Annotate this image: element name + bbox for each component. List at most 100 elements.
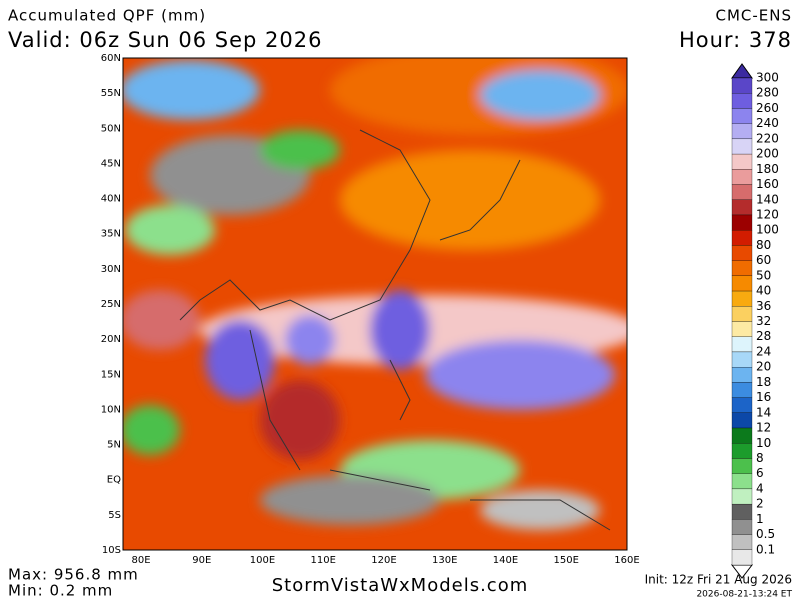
lon-label: 140E: [493, 555, 518, 566]
colorbar-label: 16: [756, 390, 771, 404]
colorbar-swatch: [731, 458, 753, 474]
colorbar-swatch: [731, 123, 753, 140]
colorbar-swatch: [731, 534, 753, 550]
colorbar-swatch: [731, 321, 753, 337]
lon-label: 150E: [554, 555, 579, 566]
colorbar-swatch: [731, 169, 753, 185]
max-value: Max: 956.8 mm: [8, 566, 139, 584]
lat-label: 10N: [101, 404, 121, 415]
colorbar-swatch: [731, 412, 753, 429]
lon-label: 130E: [432, 555, 457, 566]
colorbar-swatch: [731, 427, 753, 444]
lat-label: EQ: [107, 475, 121, 486]
colorbar-label: 6: [756, 466, 764, 480]
colorbar-swatch: [731, 153, 753, 170]
lat-label: 45N: [101, 158, 121, 169]
colorbar-swatch: [731, 306, 753, 322]
colorbar-swatch: [731, 138, 753, 155]
colorbar-swatch: [731, 230, 753, 246]
colorbar-swatch: [731, 443, 753, 459]
colorbar-label: 14: [756, 405, 771, 419]
colorbar-swatch: [731, 245, 753, 261]
colorbar-swatch: [731, 382, 753, 398]
colorbar-label: 200: [756, 147, 779, 161]
colorbar-label: 120: [756, 207, 779, 221]
colorbar-label: 220: [756, 131, 779, 145]
colorbar-label: 260: [756, 101, 779, 115]
colorbar-swatch: [731, 214, 753, 231]
colorbar-swatch: [731, 367, 753, 383]
colorbar-swatch: [731, 503, 753, 520]
map-frame: [122, 57, 628, 551]
colorbar-swatch: [731, 336, 753, 353]
colorbar-label: 40: [756, 284, 771, 298]
valid-time: Valid: 06z Sun 06 Sep 2026: [8, 28, 323, 52]
lon-label: 90E: [192, 555, 211, 566]
colorbar-swatch: [731, 77, 753, 94]
colorbar-swatch: [731, 93, 753, 109]
colorbar-swatch: [731, 488, 753, 505]
colorbar-swatch: [731, 519, 753, 535]
colorbar-label: 36: [756, 299, 771, 313]
colorbar-label: 0.5: [756, 527, 775, 541]
colorbar-swatch: [731, 108, 753, 124]
colorbar-label: 80: [756, 238, 771, 252]
colorbar-label: 28: [756, 329, 771, 343]
colorbar-label: 0.1: [756, 542, 775, 556]
colorbar-label: 180: [756, 162, 779, 176]
colorbar-swatch: [731, 184, 753, 200]
lat-label: 30N: [101, 264, 121, 275]
lat-label: 10S: [102, 545, 121, 556]
lat-label: 25N: [101, 299, 121, 310]
colorbar-label: 18: [756, 375, 771, 389]
colorbar-label: 50: [756, 268, 771, 282]
colorbar-swatch: [731, 260, 753, 276]
colorbar-label: 2: [756, 497, 764, 511]
colorbar-label: 280: [756, 86, 779, 100]
colorbar-label: 24: [756, 344, 771, 358]
lat-label: 55N: [101, 88, 121, 99]
lat-label: 50N: [101, 123, 121, 134]
colorbar-label: 140: [756, 192, 779, 206]
colorbar-label: 8: [756, 451, 764, 465]
title: Accumulated QPF (mm): [8, 7, 206, 25]
lat-label: 20N: [101, 334, 121, 345]
colorbar-label: 12: [756, 421, 771, 435]
colorbar-swatch: [731, 473, 753, 490]
timestamp: 2026-08-21-13:24 ET: [696, 590, 792, 600]
colorbar-swatch: [731, 199, 753, 216]
colorbar-swatch: [731, 351, 753, 368]
colorbar-end: [731, 63, 753, 79]
colorbar-swatch: [731, 397, 753, 413]
lon-label: 100E: [250, 555, 275, 566]
lon-label: 110E: [311, 555, 336, 566]
lat-label: 35N: [101, 229, 121, 240]
colorbar-label: 4: [756, 481, 764, 495]
colorbar-label: 10: [756, 436, 771, 450]
min-value: Min: 0.2 mm: [8, 582, 113, 600]
colorbar-label: 1: [756, 512, 764, 526]
colorbar-label: 20: [756, 360, 771, 374]
colorbar-swatch: [731, 549, 753, 566]
colorbar-swatch: [731, 275, 753, 292]
colorbar-label: 300: [756, 71, 779, 85]
colorbar-label: 60: [756, 253, 771, 267]
colorbar-swatch: [731, 290, 753, 307]
colorbar-label: 32: [756, 314, 771, 328]
lat-label: 5N: [107, 440, 121, 451]
lon-label: 80E: [131, 555, 150, 566]
init-time: Init: 12z Fri 21 Aug 2026: [645, 573, 792, 587]
lon-label: 120E: [371, 555, 396, 566]
forecast-hour: Hour: 378: [679, 28, 792, 52]
lat-label: 60N: [101, 53, 121, 64]
colorbar-label: 160: [756, 177, 779, 191]
site: StormVistaWxModels.com: [272, 575, 529, 596]
lon-label: 160E: [614, 555, 639, 566]
colorbar-label: 100: [756, 223, 779, 237]
precip-map: [123, 58, 627, 550]
lat-label: 15N: [101, 369, 121, 380]
model: CMC-ENS: [715, 7, 792, 25]
lat-label: 5S: [108, 510, 121, 521]
colorbar-label: 240: [756, 116, 779, 130]
